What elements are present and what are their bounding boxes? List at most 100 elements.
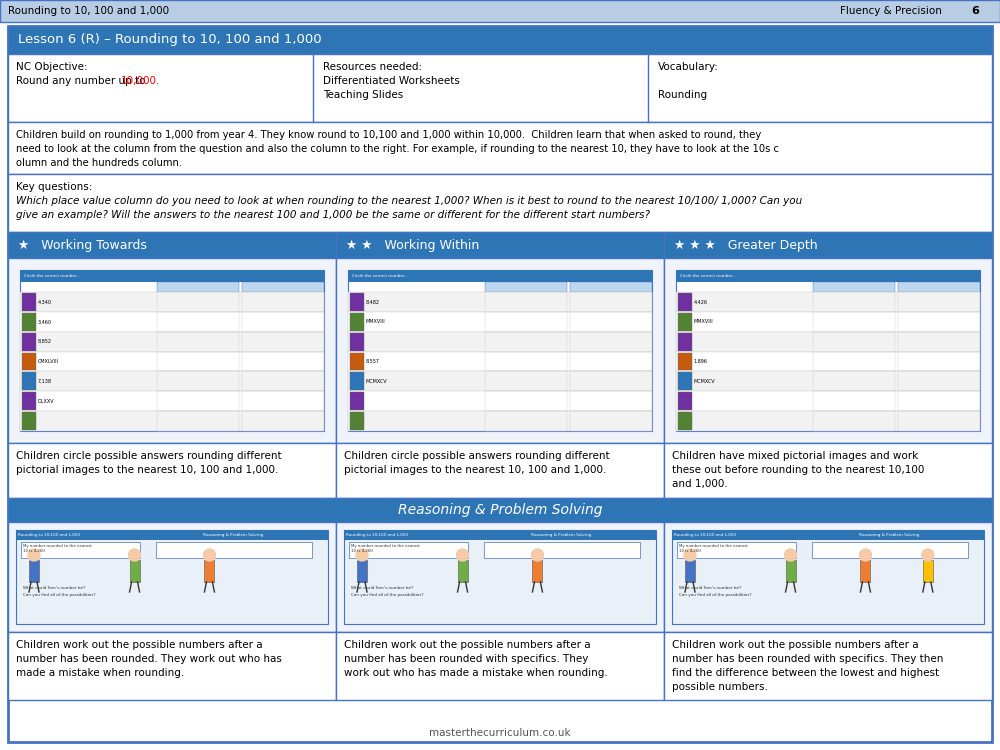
Bar <box>349 542 468 558</box>
Text: Circle the correct number...: Circle the correct number... <box>352 274 408 278</box>
Bar <box>570 352 652 371</box>
Bar <box>685 560 695 582</box>
Text: Can you find all of the possibilities?: Can you find all of the possibilities? <box>351 593 424 597</box>
Text: MCMXCV: MCMXCV <box>694 379 716 384</box>
Text: Reasoning & Problem Solving: Reasoning & Problem Solving <box>398 503 602 517</box>
Bar <box>664 232 992 258</box>
Bar <box>157 392 239 411</box>
Bar <box>344 530 656 624</box>
Bar <box>8 26 992 54</box>
Text: Reasoning & Problem Solving: Reasoning & Problem Solving <box>203 533 264 537</box>
Bar <box>485 312 567 332</box>
Text: What could Tom's number be?: What could Tom's number be? <box>679 586 741 590</box>
Text: olumn and the hundreds column.: olumn and the hundreds column. <box>16 158 182 168</box>
Bar <box>676 371 980 392</box>
Bar <box>157 352 239 371</box>
Text: Children work out the possible numbers after a: Children work out the possible numbers a… <box>672 640 919 650</box>
Text: Rounding to 10,100 and 1,000: Rounding to 10,100 and 1,000 <box>346 533 408 537</box>
Bar <box>813 411 895 431</box>
Bar <box>242 392 324 411</box>
Circle shape <box>785 549 797 561</box>
Bar <box>485 292 567 312</box>
Text: 8,482: 8,482 <box>366 299 380 304</box>
Text: 4,340: 4,340 <box>38 299 52 304</box>
Text: give an example? Will the answers to the nearest 100 and 1,000 be the same or di: give an example? Will the answers to the… <box>16 210 650 220</box>
Text: 8,852: 8,852 <box>38 339 52 344</box>
Text: 6: 6 <box>971 6 979 16</box>
Bar <box>157 332 239 352</box>
Bar <box>676 392 980 411</box>
Text: 10 is 4,260.: 10 is 4,260. <box>679 549 702 553</box>
Bar <box>664 522 992 632</box>
Text: Circle the correct number...: Circle the correct number... <box>680 274 736 278</box>
Text: MMXVIII: MMXVIII <box>694 320 714 324</box>
Bar <box>0 0 1000 22</box>
Bar <box>485 371 567 392</box>
Text: Children build on rounding to 1,000 from year 4. They know round to 10,100 and 1: Children build on rounding to 1,000 from… <box>16 130 761 140</box>
Text: Children have mixed pictorial images and work: Children have mixed pictorial images and… <box>672 451 918 461</box>
Text: ★   Working Towards: ★ Working Towards <box>18 238 147 251</box>
Text: find the difference between the lowest and highest: find the difference between the lowest a… <box>672 668 939 678</box>
Bar <box>8 232 336 258</box>
Text: Vocabulary:: Vocabulary: <box>658 62 719 72</box>
Bar <box>813 332 895 352</box>
Bar <box>20 411 324 431</box>
Bar <box>242 352 324 371</box>
Bar <box>157 292 239 312</box>
Bar <box>8 498 992 522</box>
Text: work out who has made a mistake when rounding.: work out who has made a mistake when rou… <box>344 668 608 678</box>
Text: Differentiated Worksheets: Differentiated Worksheets <box>323 76 460 86</box>
Text: Children circle possible answers rounding different: Children circle possible answers roundin… <box>344 451 610 461</box>
Bar <box>570 392 652 411</box>
Bar <box>22 352 36 370</box>
Bar <box>8 122 992 174</box>
Circle shape <box>859 549 871 561</box>
Bar <box>812 542 968 558</box>
Bar <box>898 392 980 411</box>
Bar <box>20 352 324 371</box>
Bar <box>676 270 980 282</box>
Bar <box>20 312 324 332</box>
Bar <box>898 282 980 292</box>
Bar <box>29 560 39 582</box>
Bar <box>672 530 984 540</box>
Text: What could Tom's number be?: What could Tom's number be? <box>23 586 85 590</box>
Bar <box>336 443 664 498</box>
Text: pictorial images to the nearest 10, 100 and 1,000.: pictorial images to the nearest 10, 100 … <box>344 465 606 475</box>
Text: masterthecurriculum.co.uk: masterthecurriculum.co.uk <box>429 728 571 738</box>
Bar <box>348 270 652 282</box>
Text: Lesson 6 (R) – Rounding to 10, 100 and 1,000: Lesson 6 (R) – Rounding to 10, 100 and 1… <box>18 34 322 46</box>
Text: MCMXCV: MCMXCV <box>366 379 388 384</box>
Bar <box>242 312 324 332</box>
Bar <box>532 560 542 582</box>
Bar <box>348 270 652 431</box>
Bar <box>20 270 324 431</box>
Bar <box>813 352 895 371</box>
Bar <box>860 560 870 582</box>
Circle shape <box>28 549 40 561</box>
Text: CMXLVIII: CMXLVIII <box>38 359 59 364</box>
Bar <box>678 352 692 370</box>
Bar <box>570 371 652 392</box>
Bar <box>786 560 796 582</box>
Text: Children circle possible answers rounding different: Children circle possible answers roundin… <box>16 451 282 461</box>
Bar <box>350 413 364 430</box>
Text: Children work out the possible numbers after a: Children work out the possible numbers a… <box>16 640 263 650</box>
Text: need to look at the column from the question and also the column to the right. F: need to look at the column from the ques… <box>16 144 779 154</box>
Bar <box>336 522 664 632</box>
Text: and 1,000.: and 1,000. <box>672 479 728 489</box>
Text: My number rounded to the nearest: My number rounded to the nearest <box>23 544 92 548</box>
Text: My number rounded to the nearest: My number rounded to the nearest <box>351 544 420 548</box>
Text: number has been rounded. They work out who has: number has been rounded. They work out w… <box>16 654 282 664</box>
Circle shape <box>684 549 696 561</box>
Text: NC Objective:: NC Objective: <box>16 62 88 72</box>
Text: Can you find all of the possibilities?: Can you find all of the possibilities? <box>679 593 752 597</box>
Bar <box>350 373 364 390</box>
Bar <box>813 392 895 411</box>
Circle shape <box>203 549 215 561</box>
Bar <box>676 352 980 371</box>
Text: 7,138: 7,138 <box>38 379 52 384</box>
Bar <box>570 332 652 352</box>
Text: Rounding to 10,100 and 1,000: Rounding to 10,100 and 1,000 <box>674 533 736 537</box>
Bar <box>242 411 324 431</box>
